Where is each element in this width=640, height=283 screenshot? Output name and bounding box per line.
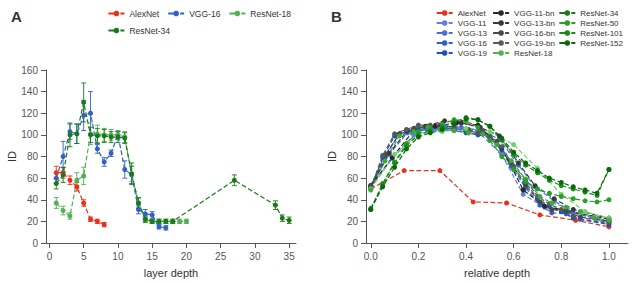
svg-text:VGG-16: VGG-16 — [458, 39, 488, 48]
svg-text:ResNet-34: ResNet-34 — [129, 26, 170, 36]
svg-text:VGG-19-bn: VGG-19-bn — [514, 39, 555, 48]
svg-text:VGG-16-bn: VGG-16-bn — [514, 29, 555, 38]
svg-text:A: A — [11, 8, 22, 25]
svg-text:20: 20 — [181, 251, 193, 262]
svg-text:0.4: 0.4 — [459, 251, 473, 262]
svg-text:140: 140 — [341, 86, 358, 97]
svg-text:VGG-16: VGG-16 — [189, 9, 220, 19]
svg-text:0.6: 0.6 — [507, 251, 521, 262]
svg-text:0: 0 — [352, 238, 358, 249]
svg-text:ID: ID — [326, 151, 338, 162]
svg-text:5: 5 — [81, 251, 87, 262]
svg-text:layer depth: layer depth — [144, 267, 198, 279]
svg-text:ResNet-34: ResNet-34 — [580, 9, 619, 18]
svg-text:0.0: 0.0 — [364, 251, 378, 262]
svg-text:VGG-13: VGG-13 — [458, 29, 488, 38]
svg-text:ID: ID — [6, 151, 18, 162]
svg-text:VGG-19: VGG-19 — [458, 49, 488, 58]
svg-text:B: B — [331, 8, 342, 25]
svg-text:160: 160 — [21, 65, 38, 76]
svg-text:20: 20 — [347, 216, 359, 227]
svg-text:35: 35 — [284, 251, 296, 262]
svg-text:ResNet-152: ResNet-152 — [580, 39, 623, 48]
svg-text:60: 60 — [347, 173, 359, 184]
svg-text:0.8: 0.8 — [554, 251, 568, 262]
svg-text:160: 160 — [341, 65, 358, 76]
svg-text:1.0: 1.0 — [602, 251, 616, 262]
svg-text:140: 140 — [21, 86, 38, 97]
svg-text:VGG-11-bn: VGG-11-bn — [514, 9, 554, 18]
svg-text:100: 100 — [341, 129, 358, 140]
svg-text:ResNet-101: ResNet-101 — [580, 29, 623, 38]
svg-text:0.2: 0.2 — [411, 251, 425, 262]
svg-text:30: 30 — [249, 251, 261, 262]
svg-text:ResNet-18: ResNet-18 — [250, 9, 291, 19]
svg-text:0: 0 — [32, 238, 38, 249]
svg-text:25: 25 — [215, 251, 227, 262]
svg-text:80: 80 — [27, 151, 39, 162]
svg-text:10: 10 — [112, 251, 124, 262]
svg-text:100: 100 — [21, 129, 38, 140]
svg-text:ResNet-18: ResNet-18 — [514, 49, 553, 58]
svg-text:VGG-11: VGG-11 — [458, 19, 487, 28]
svg-text:120: 120 — [21, 108, 38, 119]
svg-text:20: 20 — [27, 216, 39, 227]
svg-text:0: 0 — [47, 251, 53, 262]
svg-text:AlexNet: AlexNet — [129, 9, 159, 19]
svg-text:VGG-13-bn: VGG-13-bn — [514, 19, 555, 28]
svg-text:40: 40 — [347, 194, 359, 205]
svg-text:60: 60 — [27, 173, 39, 184]
svg-text:120: 120 — [341, 108, 358, 119]
svg-text:15: 15 — [147, 251, 159, 262]
svg-text:40: 40 — [27, 194, 39, 205]
svg-text:80: 80 — [347, 151, 359, 162]
svg-text:ResNet-50: ResNet-50 — [580, 19, 619, 28]
svg-text:AlexNet: AlexNet — [458, 9, 487, 18]
svg-text:relative depth: relative depth — [464, 267, 530, 279]
